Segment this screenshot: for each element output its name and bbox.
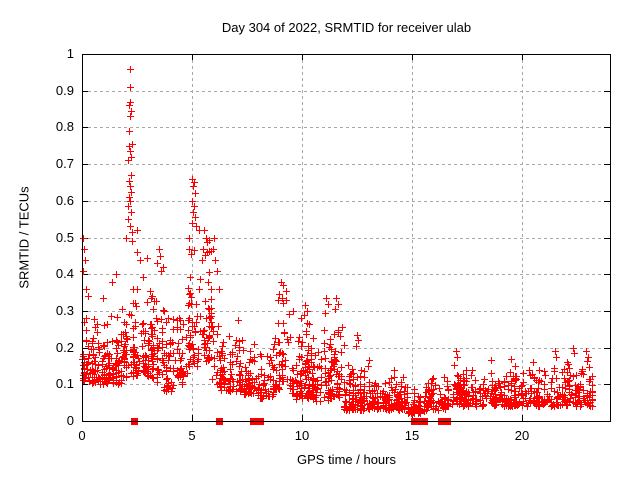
x-axis-label: GPS time / hours: [297, 452, 396, 467]
x-tick-label: 5: [188, 428, 196, 443]
y-tick-label: 0.7: [55, 156, 74, 172]
y-tick-label: 0.1: [55, 376, 74, 392]
y-tick-label: 0.4: [55, 266, 74, 282]
plot-border: [82, 54, 611, 422]
y-tick-label: 0.3: [55, 302, 74, 318]
x-tick-label: 20: [514, 428, 530, 443]
x-tick-label: 15: [404, 428, 420, 443]
y-tick-label: 0: [66, 413, 74, 428]
y-tick-label: 0.5: [55, 229, 74, 245]
y-tick-label: 0.8: [55, 119, 74, 135]
chart-title: Day 304 of 2022, SRMTID for receiver ula…: [221, 20, 472, 35]
x-tick-label: 10: [294, 428, 310, 443]
y-tick-label: 1: [66, 46, 74, 61]
x-tick-label: 0: [78, 428, 86, 443]
y-tick-label: 0.6: [55, 192, 74, 208]
plot-area: [79, 54, 611, 425]
y-tick-label: 0.2: [55, 339, 74, 355]
y-tick-label: 0.9: [55, 82, 74, 98]
